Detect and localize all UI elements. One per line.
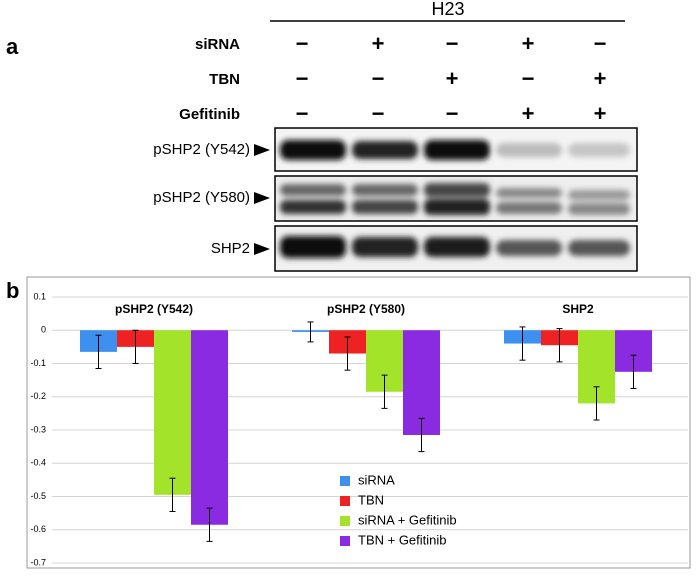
y-tick-label: -0.5: [30, 491, 46, 501]
y-tick-label: -0.7: [30, 557, 46, 567]
y-tick-label: 0: [41, 325, 46, 335]
band: [496, 143, 562, 157]
group-label: SHP2: [562, 302, 594, 316]
band: [352, 237, 418, 257]
treatment-label: Gefitinib: [179, 106, 240, 123]
treatment-sign: +: [372, 31, 385, 56]
band: [424, 140, 490, 160]
legend-swatch: [340, 496, 350, 506]
band: [568, 240, 630, 256]
band: [424, 237, 490, 257]
legend-label: TBN: [358, 492, 384, 507]
blot-label: pSHP2 (Y542): [153, 141, 250, 158]
band: [280, 236, 346, 258]
bar: [403, 330, 440, 435]
treatment-sign: +: [522, 31, 535, 56]
treatment-label: siRNA: [195, 36, 240, 53]
error-bar: [418, 417, 425, 453]
bar: [191, 330, 228, 525]
treatment-sign: +: [594, 101, 607, 126]
treatment-sign: −: [296, 31, 309, 56]
error-bar: [95, 334, 102, 369]
chart-frame: [26, 276, 691, 569]
treatment-sign: +: [446, 66, 459, 91]
panel-label: b: [6, 278, 19, 303]
treatment-sign: −: [372, 101, 385, 126]
band: [568, 203, 630, 215]
band: [352, 141, 418, 159]
blot-label: pSHP2 (Y580): [153, 189, 250, 206]
band: [496, 188, 562, 198]
band: [568, 143, 630, 157]
legend-label: siRNA: [358, 472, 395, 487]
treatment-sign: −: [296, 101, 309, 126]
blot-label: SHP2: [211, 240, 250, 257]
y-tick-label: -0.1: [30, 358, 46, 368]
bar: [154, 330, 191, 495]
error-bar: [169, 477, 176, 512]
panel-label: a: [6, 34, 19, 59]
y-tick-label: 0.1: [33, 291, 46, 301]
band: [496, 240, 562, 256]
group-label: pSHP2 (Y542): [115, 302, 193, 316]
legend-swatch: [340, 476, 350, 486]
treatment-sign: +: [522, 101, 535, 126]
blot-arrow: [254, 243, 270, 255]
y-tick-label: -0.3: [30, 424, 46, 434]
band: [496, 202, 562, 214]
error-bar: [344, 336, 351, 371]
cell-line: H23: [431, 0, 464, 19]
band: [280, 140, 346, 160]
error-bar: [630, 354, 637, 389]
error-bar: [381, 374, 388, 409]
treatment-sign: −: [522, 66, 535, 91]
error-bar: [556, 328, 563, 363]
legend-swatch: [340, 536, 350, 546]
treatment-sign: −: [372, 66, 385, 91]
treatment-label: TBN: [209, 71, 240, 88]
legend-swatch: [340, 516, 350, 526]
error-bar: [307, 321, 314, 343]
legend-label: siRNA + Gefitinib: [358, 512, 457, 527]
error-bar: [519, 326, 526, 361]
band: [424, 199, 490, 215]
band: [424, 183, 490, 197]
legend-label: TBN + Gefitinib: [358, 532, 447, 547]
band: [280, 200, 346, 214]
band: [352, 184, 418, 196]
blot-arrow: [254, 144, 270, 156]
band: [352, 200, 418, 214]
band: [568, 190, 630, 200]
treatment-sign: +: [594, 66, 607, 91]
y-tick-label: -0.4: [30, 458, 46, 468]
treatment-sign: −: [296, 66, 309, 91]
error-bar: [593, 386, 600, 421]
blot-arrow: [254, 192, 270, 204]
blot-area: [274, 127, 638, 272]
band: [280, 184, 346, 196]
bands: [280, 140, 630, 258]
treatment-sign: −: [594, 31, 607, 56]
y-tick-label: -0.2: [30, 391, 46, 401]
error-bar: [206, 507, 213, 542]
y-tick-label: -0.6: [30, 524, 46, 534]
treatment-sign: −: [446, 31, 459, 56]
treatment-sign: −: [446, 101, 459, 126]
error-bar: [132, 329, 139, 364]
group-label: pSHP2 (Y580): [327, 302, 405, 316]
